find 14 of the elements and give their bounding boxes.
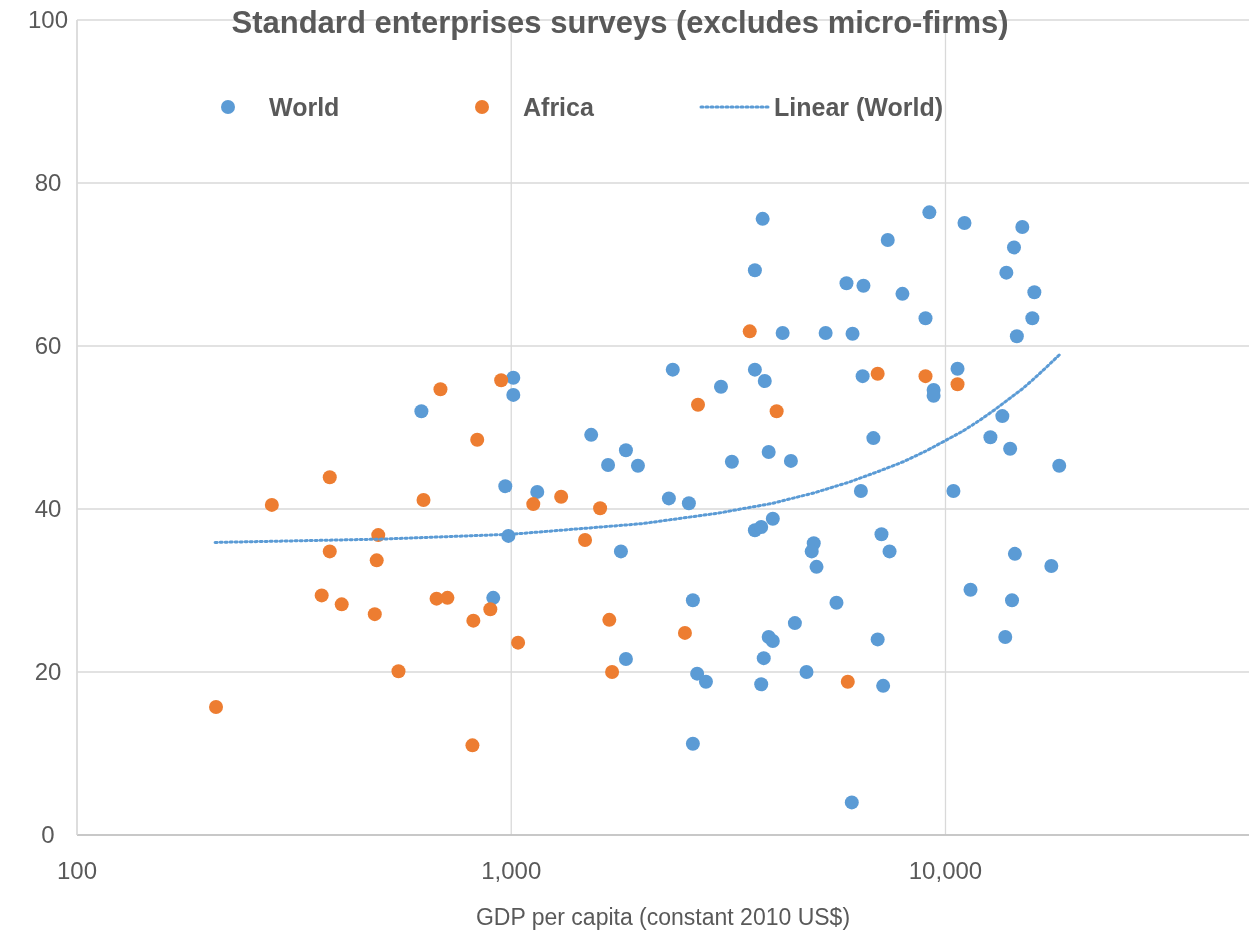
x-axis-title: GDP per capita (constant 2010 US$): [475, 904, 851, 930]
y-tick-label: 80: [34, 169, 62, 197]
y-tick-label: 20: [34, 658, 62, 686]
legend-label: Linear (World): [774, 92, 943, 121]
x-tick-label: 1,000: [481, 857, 542, 884]
legend-label: Africa: [523, 92, 595, 121]
y-tick-label: 100: [27, 6, 69, 34]
x-tick-label: 100: [56, 857, 98, 884]
x-tick-label: 10,000: [908, 857, 983, 884]
y-tick-label: 40: [34, 495, 62, 523]
chart-title: Standard enterprises surveys (excludes micro-firms): [231, 5, 1009, 40]
y-tick-label: 0: [41, 821, 55, 849]
y-tick-label: 60: [34, 332, 62, 360]
legend-label: World: [269, 92, 340, 121]
